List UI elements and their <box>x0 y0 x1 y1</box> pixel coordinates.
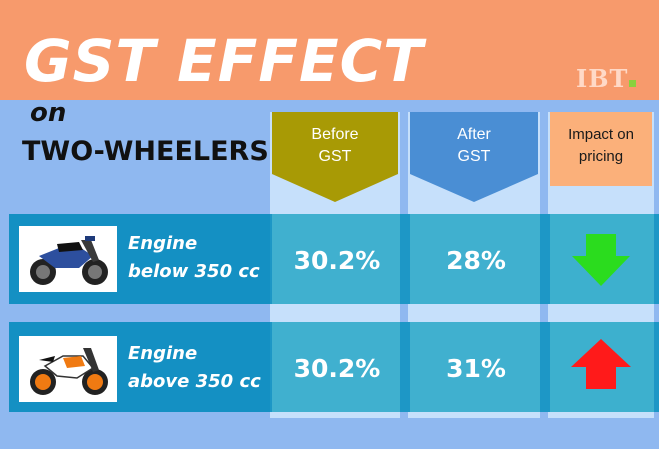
row1-engine-line1: Engine <box>128 233 198 254</box>
row2-after-value: 31% <box>446 354 506 383</box>
row1-after-value: 28% <box>446 246 506 275</box>
red-up-arrow-icon <box>571 339 631 389</box>
row1-before-value: 30.2% <box>293 246 381 275</box>
row2-engine-line2: above 350 cc <box>128 371 261 392</box>
impact-header: Impact on pricing <box>550 124 652 168</box>
impact-header-line2: pricing <box>578 148 624 165</box>
brand-dot-icon <box>629 80 637 87</box>
before-header-shape <box>272 112 398 202</box>
row1-before-cell <box>272 214 400 304</box>
row2-after-cell <box>410 322 540 412</box>
brand-text: IBT <box>576 64 629 93</box>
before-header: Before GST <box>270 124 400 168</box>
blue-motorcycle-icon <box>19 226 117 292</box>
before-header-line2: GST <box>318 148 352 165</box>
before-header-line1: Before <box>311 126 359 143</box>
after-header-line1: After <box>457 126 491 143</box>
header-banner <box>0 0 659 100</box>
after-header: After GST <box>408 124 540 168</box>
subtitle-main: TWO-WHEELERS <box>22 136 269 167</box>
subtitle-on: on <box>30 98 67 128</box>
row2-before-value: 30.2% <box>293 354 381 383</box>
green-down-arrow-icon <box>572 234 630 286</box>
page-title: GST EFFECT <box>24 27 424 95</box>
brand-logo: IBT <box>576 64 637 93</box>
impact-header-line1: Impact on <box>568 126 634 143</box>
row2-before-cell <box>272 322 400 412</box>
row2-engine-label: Engine above 350 cc <box>128 340 261 396</box>
row1-engine-label: Engine below 350 cc <box>128 230 260 286</box>
row1-engine-line2: below 350 cc <box>128 261 260 282</box>
after-header-line2: GST <box>457 148 491 165</box>
orange-motorcycle-icon <box>19 336 117 402</box>
row2-engine-line1: Engine <box>128 343 198 364</box>
impact-header-box <box>550 112 652 186</box>
after-header-shape <box>410 112 538 202</box>
row1-after-cell <box>410 214 540 304</box>
